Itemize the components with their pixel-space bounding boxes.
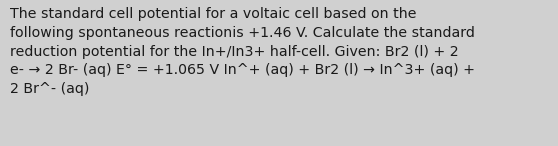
Text: The standard cell potential for a voltaic cell based on the
following spontaneou: The standard cell potential for a voltai… (10, 7, 475, 96)
